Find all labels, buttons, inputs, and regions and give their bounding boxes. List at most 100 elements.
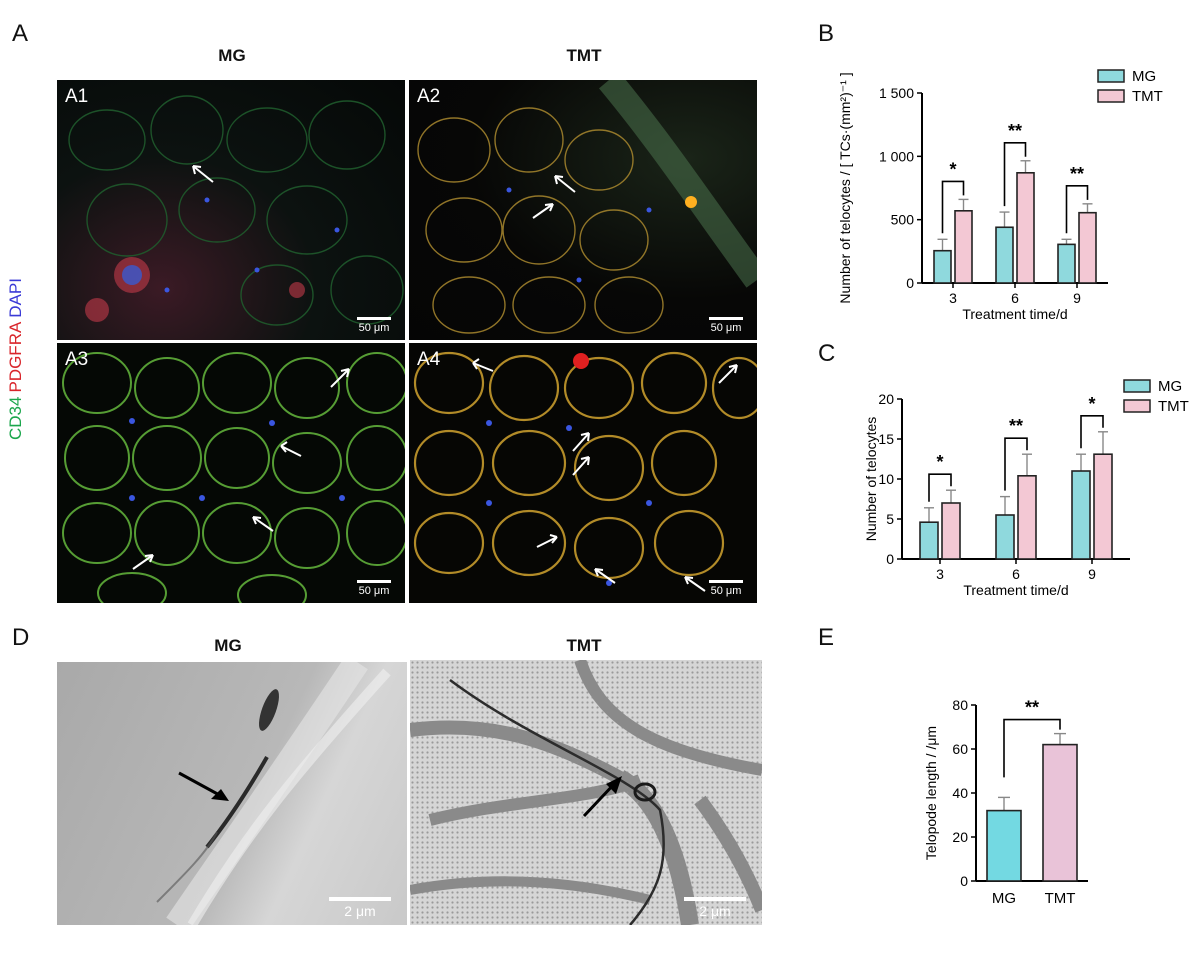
micrograph-a2: A2 50 μm	[409, 80, 757, 340]
significance-bracket	[1080, 415, 1104, 449]
y-tick-label: 10	[878, 471, 894, 487]
chart-e: 0 20 40 60 80 MG TMT ** Telopode length / /μm	[923, 697, 1088, 907]
y-tick-label: 20	[952, 829, 968, 845]
x-axis-label: Treatment time/d	[962, 306, 1067, 322]
arrow-icon	[532, 203, 554, 219]
micrograph-a4: A4 50 μm	[409, 343, 757, 603]
significance-bracket	[1004, 437, 1028, 491]
arrow-icon	[472, 358, 494, 372]
significance-bracket	[1065, 185, 1089, 234]
y-tick-label: 5	[886, 511, 894, 527]
legend-label-mg: MG	[1132, 68, 1156, 85]
panel-label-a: A	[12, 20, 29, 47]
em-col-title-tmt: TMT	[566, 636, 602, 655]
legend-label-tmt: TMT	[1158, 398, 1189, 415]
significance-bracket	[928, 473, 952, 502]
bar-mg-9	[1057, 243, 1076, 284]
scale-text-a3: 50 μm	[358, 585, 390, 597]
em-texture-tmt	[410, 660, 762, 925]
panel-label-b: B	[818, 20, 835, 47]
legend-swatch-tmt	[1123, 399, 1151, 413]
tile-label-a4: A4	[417, 349, 441, 370]
tissue-pattern-a3	[62, 352, 405, 603]
significance-mark: **	[1025, 698, 1039, 718]
stain-cd34: CD34	[6, 396, 25, 440]
y-tick-label: 0	[886, 551, 894, 567]
arrow-icon	[178, 771, 229, 801]
legend-swatch-tmt	[1097, 89, 1125, 103]
scale-bar-a2: 50 μm	[709, 317, 743, 334]
em-col-title-mg: MG	[214, 636, 242, 655]
legend-label-tmt: TMT	[1132, 88, 1163, 105]
x-tick-label: MG	[992, 890, 1016, 907]
x-tick-label: TMT	[1045, 890, 1076, 907]
arrow-icon	[594, 568, 616, 584]
y-tick-label: 20	[878, 391, 894, 407]
tile-label-a1: A1	[65, 86, 89, 107]
arrow-icon	[582, 776, 622, 818]
bar-tmt-6	[1016, 172, 1035, 284]
scale-bar-a1: 50 μm	[357, 317, 391, 334]
bar-tmt-9	[1078, 211, 1097, 284]
x-tick-label: 9	[1088, 566, 1096, 582]
y-tick-label: 80	[952, 697, 968, 713]
tile-label-a2: A2	[417, 86, 441, 107]
tissue-pattern-a1	[68, 95, 404, 326]
panel-label-e: E	[818, 624, 835, 651]
stain-dapi: DAPI	[6, 278, 25, 318]
tile-label-a3: A3	[65, 349, 89, 370]
legend-swatch-mg	[1123, 379, 1151, 393]
arrow-icon	[554, 175, 576, 193]
scale-text-a1: 50 μm	[358, 322, 390, 334]
arrow-icon	[280, 441, 302, 457]
scale-text-a2: 50 μm	[710, 322, 742, 334]
bar-mg-3	[919, 521, 939, 560]
em-texture-mg	[156, 662, 391, 925]
col-title-mg: MG	[218, 46, 246, 65]
col-title-tmt: TMT	[566, 46, 602, 65]
y-tick-label: 40	[952, 785, 968, 801]
tissue-pattern-a2	[417, 80, 757, 334]
x-tick-label: 6	[1012, 566, 1020, 582]
y-tick-label: 0	[960, 873, 968, 889]
y-tick-label: 500	[891, 212, 915, 228]
arrow-icon	[718, 364, 738, 384]
arrow-icon	[132, 554, 154, 570]
significance-mark: **	[1070, 164, 1084, 184]
em-scale-text-tmt: 2 μm	[699, 903, 731, 919]
bar-tmt-9	[1093, 453, 1113, 560]
micrograph-a3: A3 50 μm	[57, 343, 405, 603]
arrow-icon	[572, 456, 590, 476]
y-tick-label: 15	[878, 431, 894, 447]
legend-swatch-mg	[1097, 69, 1125, 83]
x-tick-label: 9	[1073, 290, 1081, 306]
y-tick-label: 1 500	[879, 85, 914, 101]
significance-mark: **	[1009, 416, 1023, 436]
panel-label-c: C	[818, 340, 836, 367]
arrow-icon	[684, 576, 706, 592]
significance-mark: **	[1008, 121, 1022, 141]
arrow-icon	[192, 165, 214, 183]
x-axis-label: Treatment time/d	[963, 582, 1068, 598]
micrograph-a1: A1 50 μm	[57, 80, 405, 340]
bar-mg-9	[1071, 470, 1091, 560]
significance-mark: *	[1088, 394, 1095, 414]
panel-label-d: D	[12, 624, 30, 651]
arrow-icon	[252, 516, 274, 532]
bar-mg-3	[933, 249, 952, 284]
significance-mark: *	[949, 159, 956, 179]
arrow-icon	[536, 534, 558, 548]
em-scale-bar-tmt: 2 μm	[684, 897, 746, 919]
chart-c: 0 5 10 15 20 3 * 6 ** 9 * Treatment time/d Number of…	[863, 378, 1189, 598]
scale-text-a4: 50 μm	[710, 585, 742, 597]
em-scale-text-mg: 2 μm	[344, 903, 376, 919]
y-tick-label: 1 000	[879, 148, 914, 164]
legend-label-mg: MG	[1158, 378, 1182, 395]
stain-pdgfra: PDGFRA	[6, 321, 25, 393]
x-tick-label: 6	[1011, 290, 1019, 306]
bar-tmt	[1042, 743, 1078, 882]
x-tick-label: 3	[949, 290, 957, 306]
bar-tmt-3	[954, 210, 973, 284]
arrow-icon	[330, 368, 350, 388]
significance-bracket	[1003, 141, 1027, 207]
